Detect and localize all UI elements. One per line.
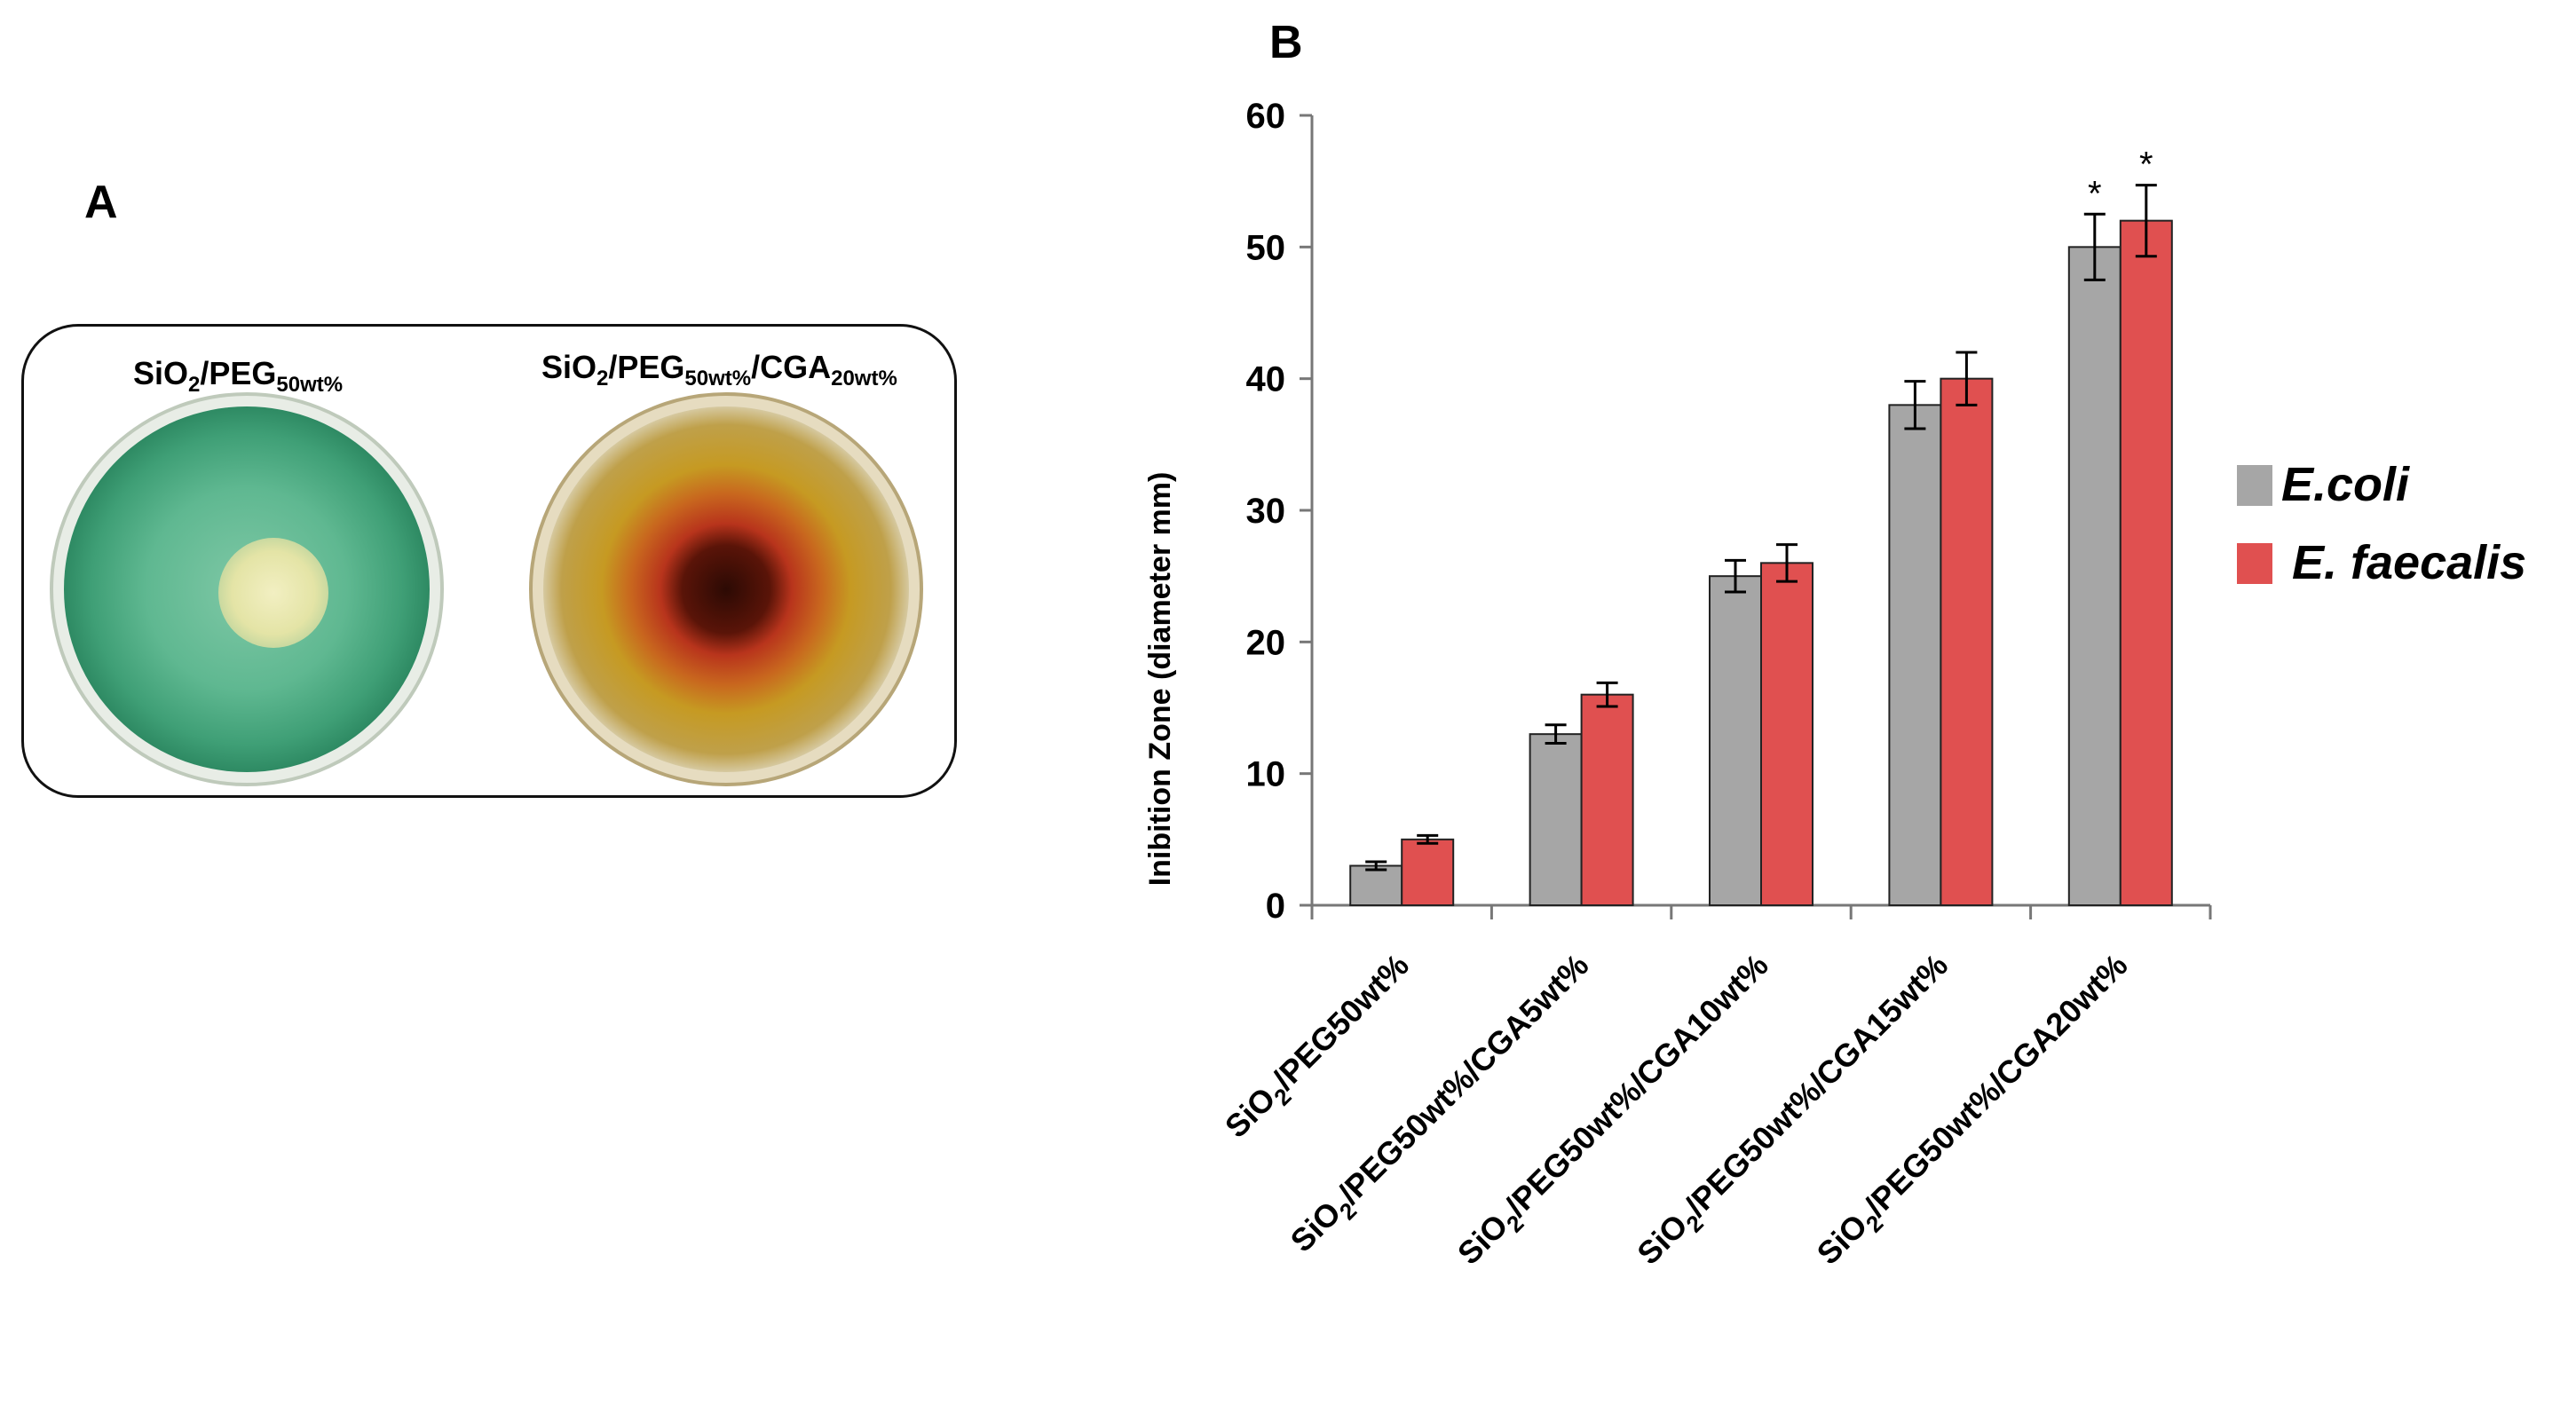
bar-efaecalis — [1580, 693, 1634, 907]
bar-efaecalis — [1940, 377, 1994, 906]
panel-a-letter: A — [84, 177, 118, 228]
legend-swatch — [2237, 543, 2272, 584]
significance-star: * — [2088, 174, 2102, 213]
y-tick-label: 0 — [1266, 887, 1285, 926]
y-axis-title: Inibition Zone (diameter mm) — [1143, 472, 1177, 887]
bar-efaecalis — [2119, 219, 2173, 906]
y-tick-label: 20 — [1246, 623, 1286, 662]
category-label: SiO2/PEG50wt%/CGA5wt% — [1284, 947, 1600, 1264]
category-label: SiO2/PEG50wt% — [1218, 947, 1421, 1150]
y-tick-label: 40 — [1246, 360, 1286, 399]
category-label: SiO2/PEG50wt%/CGA20wt% — [1810, 947, 2140, 1277]
significance-star: * — [2139, 146, 2153, 185]
bar-efaecalis — [1401, 838, 1455, 906]
bar-ecoli — [1709, 575, 1762, 907]
dish-label-cga: SiO2/PEG50wt%/CGA20wt% — [541, 349, 897, 391]
bar-ecoli — [1349, 864, 1403, 906]
bar-ecoli — [2067, 246, 2122, 907]
panel-b-letter: B — [1269, 17, 1303, 68]
y-tick-label: 50 — [1246, 228, 1286, 267]
bar-efaecalis — [1760, 562, 1813, 906]
y-tick-label: 30 — [1246, 492, 1286, 531]
y-tick-label: 10 — [1246, 755, 1286, 794]
bar-ecoli — [1888, 404, 1942, 907]
inhibition-halo-control — [218, 538, 328, 648]
legend-swatch — [2237, 465, 2272, 506]
bar-ecoli — [1529, 733, 1583, 907]
legend-label: E.coli — [2281, 458, 2410, 511]
category-label: SiO2/PEG50wt%/CGA10wt% — [1450, 947, 1781, 1277]
legend-label: E. faecalis — [2292, 536, 2526, 589]
plate-amber-agar — [543, 406, 909, 772]
y-tick-label: 60 — [1246, 97, 1286, 136]
category-label: SiO2/PEG50wt%/CGA15wt% — [1630, 947, 1960, 1277]
petri-plates — [50, 392, 923, 786]
dish-label-control: SiO2/PEG50wt% — [133, 355, 344, 398]
